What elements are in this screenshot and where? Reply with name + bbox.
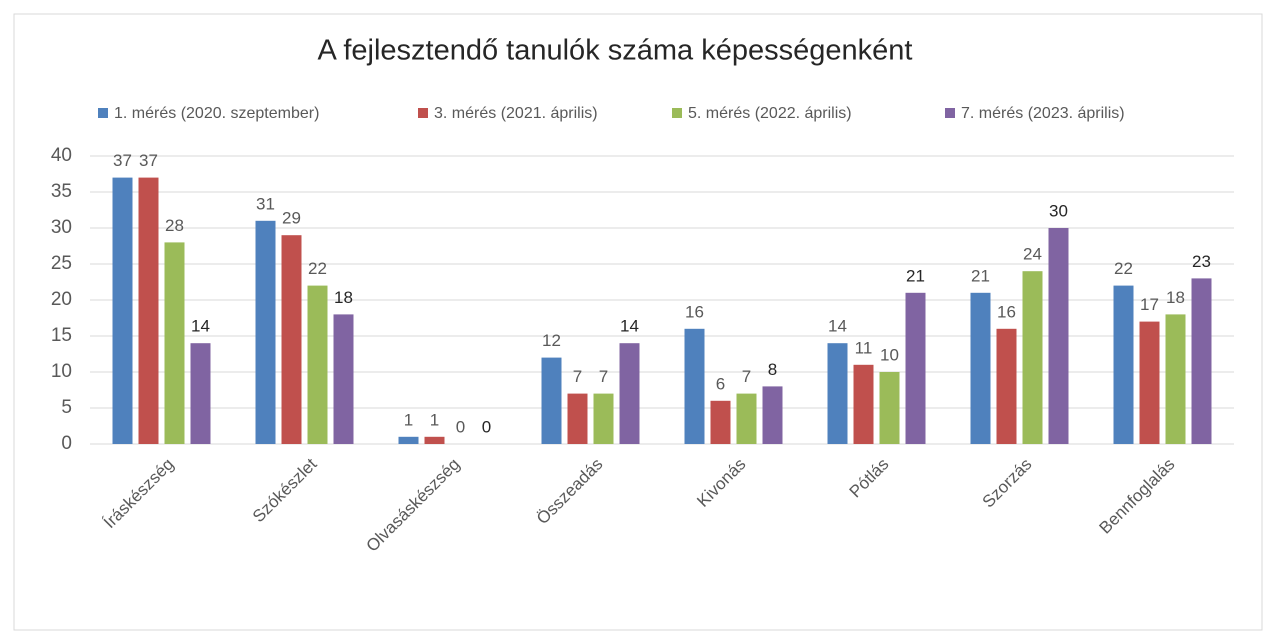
data-label: 28 bbox=[165, 216, 184, 235]
data-label: 37 bbox=[139, 151, 158, 170]
data-label: 7 bbox=[573, 367, 582, 386]
y-tick-label: 25 bbox=[51, 253, 72, 274]
legend-label: 7. mérés (2023. április) bbox=[961, 105, 1125, 122]
bar bbox=[138, 177, 159, 444]
data-label: 31 bbox=[256, 194, 275, 213]
chart-title: A fejlesztendő tanulók száma képességenk… bbox=[318, 35, 913, 67]
legend-swatch bbox=[672, 108, 682, 118]
bar bbox=[996, 328, 1017, 444]
data-label: 18 bbox=[334, 288, 353, 307]
bar bbox=[1022, 271, 1043, 444]
y-tick-label: 5 bbox=[61, 397, 72, 418]
bar bbox=[255, 220, 276, 444]
bar bbox=[112, 177, 133, 444]
data-label: 18 bbox=[1166, 288, 1185, 307]
data-label: 14 bbox=[620, 317, 639, 336]
data-label: 12 bbox=[542, 331, 561, 350]
data-label: 29 bbox=[282, 209, 301, 228]
bar bbox=[1139, 321, 1160, 444]
y-tick-label: 10 bbox=[51, 361, 72, 382]
data-label: 21 bbox=[971, 266, 990, 285]
bar bbox=[593, 393, 614, 444]
data-label: 11 bbox=[855, 338, 873, 357]
bar bbox=[567, 393, 588, 444]
data-label: 8 bbox=[768, 360, 777, 379]
bar bbox=[1165, 314, 1186, 444]
data-label: 10 bbox=[880, 345, 899, 364]
bar bbox=[398, 436, 419, 444]
bar bbox=[684, 328, 705, 444]
bar bbox=[281, 235, 302, 444]
bar bbox=[710, 400, 731, 444]
bar bbox=[1191, 278, 1212, 444]
data-label: 1 bbox=[430, 410, 439, 429]
data-label: 30 bbox=[1049, 201, 1068, 220]
data-label: 21 bbox=[906, 266, 925, 285]
data-label: 16 bbox=[685, 302, 704, 321]
data-label: 0 bbox=[482, 417, 491, 436]
y-tick-label: 15 bbox=[51, 325, 72, 346]
data-label: 37 bbox=[113, 151, 132, 170]
bar bbox=[307, 285, 328, 444]
data-label: 7 bbox=[599, 367, 608, 386]
bar bbox=[541, 357, 562, 444]
bar bbox=[879, 372, 900, 444]
bar bbox=[1113, 285, 1134, 444]
bar bbox=[424, 436, 445, 444]
bar bbox=[164, 242, 185, 444]
legend-swatch bbox=[98, 108, 108, 118]
bar bbox=[333, 314, 354, 444]
y-tick-label: 35 bbox=[51, 181, 72, 202]
data-label: 24 bbox=[1023, 245, 1042, 264]
legend-swatch bbox=[418, 108, 428, 118]
bar bbox=[970, 292, 991, 444]
legend-swatch bbox=[945, 108, 955, 118]
bar bbox=[853, 364, 874, 444]
data-label: 1 bbox=[404, 410, 413, 429]
bar bbox=[827, 343, 848, 444]
data-label: 14 bbox=[191, 317, 210, 336]
data-label: 6 bbox=[716, 374, 725, 393]
legend-label: 5. mérés (2022. április) bbox=[688, 105, 852, 122]
y-tick-label: 30 bbox=[51, 217, 72, 238]
bar bbox=[905, 292, 926, 444]
data-label: 22 bbox=[1114, 259, 1133, 278]
data-label: 0 bbox=[456, 417, 465, 436]
data-label: 17 bbox=[1140, 295, 1159, 314]
y-tick-label: 0 bbox=[61, 433, 72, 454]
bar bbox=[762, 386, 783, 444]
data-label: 14 bbox=[828, 317, 847, 336]
data-label: 16 bbox=[997, 302, 1016, 321]
data-label: 23 bbox=[1192, 252, 1211, 271]
y-tick-label: 20 bbox=[51, 289, 72, 310]
data-label: 22 bbox=[308, 259, 327, 278]
bar bbox=[619, 343, 640, 444]
legend-label: 1. mérés (2020. szeptember) bbox=[114, 105, 319, 122]
bar bbox=[736, 393, 757, 444]
bar bbox=[1048, 228, 1069, 444]
bar bbox=[190, 343, 211, 444]
data-label: 7 bbox=[742, 367, 751, 386]
y-tick-label: 40 bbox=[51, 145, 72, 166]
legend-label: 3. mérés (2021. április) bbox=[434, 105, 598, 122]
